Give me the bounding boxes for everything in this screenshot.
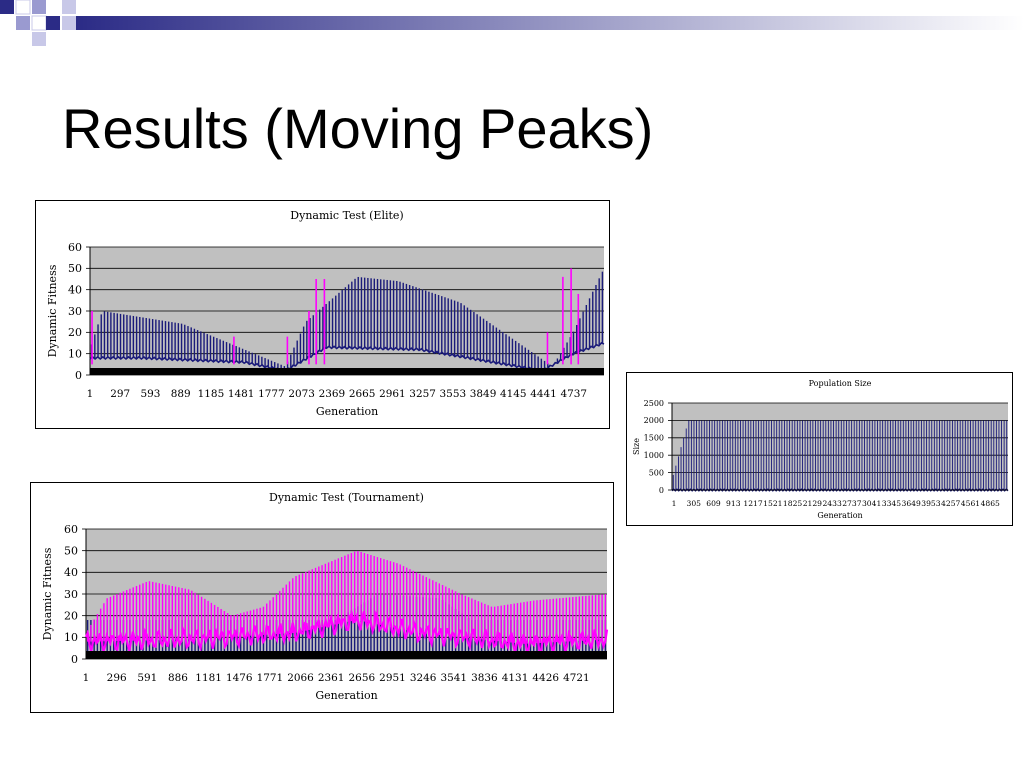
x-tick-label: 296 [107, 672, 127, 684]
y-tick-label: 0 [75, 369, 82, 382]
x-tick-label: 1 [83, 672, 90, 684]
x-axis-label: Generation [817, 511, 862, 520]
x-tick-label: 4426 [532, 672, 559, 684]
x-tick-label: 2961 [379, 388, 406, 400]
x-tick-label: 2665 [349, 388, 376, 400]
x-tick-label: 1771 [257, 672, 284, 684]
x-tick-label: 2951 [379, 672, 406, 684]
x-tick-label: 4721 [563, 672, 590, 684]
x-tick-label: 3257 [409, 388, 436, 400]
x-tick-label: 2737 [842, 499, 861, 508]
x-tick-label: 3553 [440, 388, 467, 400]
x-tick-label: 3649 [902, 499, 921, 508]
x-tick-label: 2656 [349, 672, 376, 684]
x-tick-label: 591 [137, 672, 157, 684]
x-axis-label: Generation [316, 405, 378, 418]
chart-title: Population Size [809, 379, 872, 388]
y-tick-label: 50 [68, 262, 82, 275]
y-axis-label: Dynamic Fitness [46, 264, 59, 357]
x-tick-label: 1521 [763, 499, 782, 508]
header-decoration [0, 0, 1024, 46]
series-band [84, 610, 609, 654]
x-tick-label: 2361 [318, 672, 345, 684]
chart-elite: Dynamic Test (Elite) 0 10 20 30 40 50 60 1 297 593… [35, 200, 610, 429]
x-axis-label: Generation [315, 689, 377, 702]
x-tick-label: 2066 [287, 672, 314, 684]
y-axis-label: Dynamic Fitness [41, 547, 54, 640]
x-tick-label: 4131 [502, 672, 529, 684]
x-tick-label: 2073 [288, 388, 315, 400]
x-tick-label: 4257 [941, 499, 960, 508]
x-tick-label: 3836 [471, 672, 498, 684]
zero-band [86, 651, 607, 659]
y-tick-label: 10 [64, 631, 78, 644]
y-tick-label: 2500 [644, 399, 664, 408]
y-tick-label: 30 [68, 305, 82, 318]
y-tick-label: 40 [64, 566, 78, 579]
x-tick-label: 4561 [961, 499, 980, 508]
y-tick-label: 20 [68, 326, 82, 339]
x-tick-label: 4441 [530, 388, 557, 400]
x-tick-label: 2369 [319, 388, 346, 400]
chart-population-size: Population Size 0 500 1000 1500 2000 2500 1 305 6… [626, 372, 1013, 526]
x-tick-label: 889 [171, 388, 191, 400]
chart-title: Dynamic Test (Elite) [290, 209, 403, 222]
y-tick-label: 0 [71, 653, 78, 666]
y-tick-label: 50 [64, 545, 78, 558]
x-tick-label: 1 [87, 388, 94, 400]
y-tick-label: 60 [68, 241, 82, 254]
chart-population-svg: Population Size 0 500 1000 1500 2000 2500 1 305 6… [632, 379, 1009, 520]
x-tick-label: 4865 [981, 499, 1000, 508]
series-baseline [89, 341, 605, 374]
y-axis-label: Size [632, 438, 641, 455]
x-tick-label: 4737 [560, 388, 587, 400]
chart-tournament: Dynamic Test (Tournament) 0 10 20 30 40 50 60 1 2… [30, 482, 614, 713]
zero-band [90, 368, 604, 375]
x-tick-label: 913 [726, 499, 741, 508]
x-tick-label: 1777 [258, 388, 285, 400]
x-tick-label: 3246 [410, 672, 437, 684]
x-tick-label: 3849 [470, 388, 497, 400]
x-tick-label: 1481 [228, 388, 255, 400]
x-tick-label: 1825 [783, 499, 802, 508]
x-tick-label: 3953 [921, 499, 940, 508]
x-tick-label: 3041 [862, 499, 881, 508]
y-tick-label: 20 [64, 610, 78, 623]
chart-tournament-svg: Dynamic Test (Tournament) 0 10 20 30 40 50 60 1 2… [41, 491, 609, 702]
y-tick-label: 40 [68, 284, 82, 297]
chart-elite-svg: Dynamic Test (Elite) 0 10 20 30 40 50 60 1 297 593… [46, 209, 605, 418]
y-tick-label: 10 [68, 348, 82, 361]
x-tick-label: 2433 [822, 499, 841, 508]
x-tick-label: 3345 [882, 499, 901, 508]
y-tick-label: 1500 [644, 434, 664, 443]
slide-title: Results (Moving Peaks) [62, 97, 654, 160]
x-tick-label: 593 [141, 388, 161, 400]
x-tick-label: 305 [687, 499, 702, 508]
x-tick-label: 2129 [803, 499, 822, 508]
x-tick-label: 1217 [743, 499, 762, 508]
y-tick-label: 1000 [644, 451, 664, 460]
y-tick-label: 0 [659, 486, 664, 495]
y-tick-label: 30 [64, 588, 78, 601]
chart-title: Dynamic Test (Tournament) [269, 491, 424, 504]
y-tick-label: 60 [64, 523, 78, 536]
x-tick-label: 297 [110, 388, 130, 400]
x-tick-label: 1181 [195, 672, 222, 684]
x-tick-label: 1476 [226, 672, 253, 684]
y-tick-label: 500 [649, 468, 664, 477]
x-tick-label: 1185 [198, 388, 225, 400]
x-tick-label: 4145 [500, 388, 527, 400]
x-tick-label: 1 [672, 499, 677, 508]
x-tick-label: 3541 [440, 672, 467, 684]
y-tick-label: 2000 [644, 416, 664, 425]
x-tick-label: 886 [168, 672, 188, 684]
x-tick-label: 609 [706, 499, 721, 508]
